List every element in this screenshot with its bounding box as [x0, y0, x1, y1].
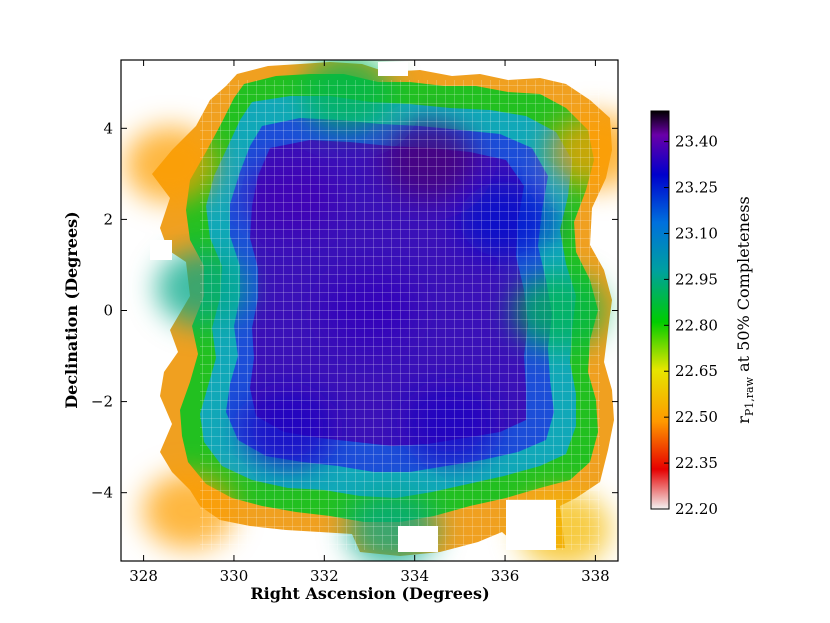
colorbar-gradient	[650, 110, 670, 510]
colorbar-tick-label: 22.95	[675, 270, 718, 288]
x-tick-label: 338	[581, 567, 610, 585]
colorbar-tick-label: 23.40	[675, 133, 718, 151]
y-axis-title: Declination (Degrees)	[62, 211, 81, 408]
pointing-grid-texture	[200, 80, 600, 550]
colorbar-tick-label: 22.20	[675, 500, 718, 518]
x-tick-label: 332	[310, 567, 339, 585]
colorbar-tick-label: 23.10	[675, 224, 718, 242]
colorbar-title: rP1,raw at 50% Completeness	[734, 196, 756, 424]
x-axis: 328 330 332 334 336 338	[129, 60, 610, 585]
x-axis-title: Right Ascension (Degrees)	[250, 584, 489, 603]
colorbar-ticks: 22.20 22.35 22.50 22.65 22.80 22.95 23.10 23.25…	[664, 133, 718, 518]
x-tick-label: 330	[220, 567, 249, 585]
plot-area	[124, 60, 618, 561]
y-tick-label: 2	[103, 210, 113, 228]
colorbar-title-main: r	[734, 416, 753, 424]
colorbar-title-rest: at 50% Completeness	[734, 196, 753, 377]
x-tick-label: 328	[129, 567, 158, 585]
x-tick-label: 334	[400, 567, 429, 585]
colorbar-tick-label: 22.35	[675, 454, 718, 472]
y-tick-label: −2	[91, 393, 113, 411]
y-tick-label: −4	[91, 484, 113, 502]
x-tick-label: 336	[491, 567, 520, 585]
y-tick-label: 4	[103, 119, 113, 137]
colorbar-tick-label: 22.50	[675, 408, 718, 426]
colorbar-tick-label: 22.65	[675, 362, 718, 380]
y-tick-label: 0	[103, 302, 113, 320]
colorbar-tick-label: 23.25	[675, 179, 718, 197]
colorbar-title-sub: P1,raw	[743, 376, 756, 416]
colorbar-tick-label: 22.80	[675, 316, 718, 334]
y-axis: −4 −2 0 2 4	[91, 119, 618, 502]
coverage-gaps	[150, 62, 556, 552]
colorbar: 22.20 22.35 22.50 22.65 22.80 22.95 23.10 23.25…	[650, 110, 756, 518]
depth-region	[124, 126, 217, 203]
